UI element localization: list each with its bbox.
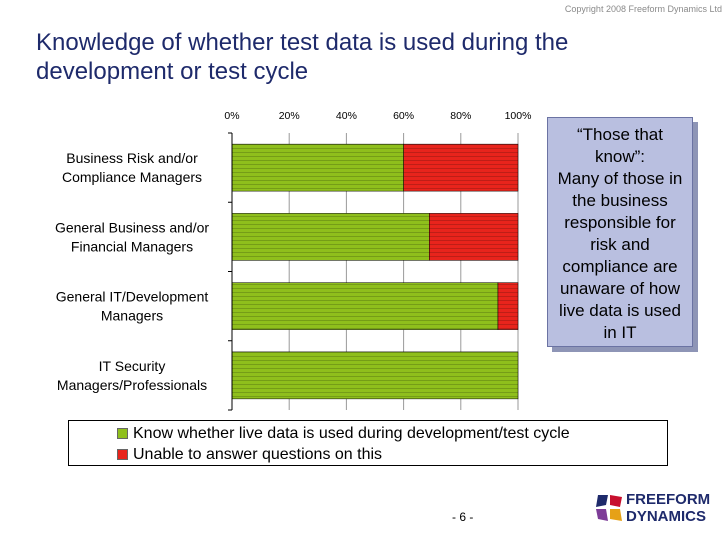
callout-quote: “Those that know”: bbox=[577, 125, 663, 166]
x-tick-label: 40% bbox=[336, 110, 357, 122]
chart-axes bbox=[228, 132, 233, 411]
chart-title: Knowledge of whether test data is used d… bbox=[36, 29, 569, 85]
page-number: - 6 - bbox=[452, 510, 474, 524]
legend-item-know: Know whether live data is used during de… bbox=[117, 424, 570, 444]
legend-label-know: Know whether live data is used during de… bbox=[133, 425, 570, 442]
bar-segment-texture bbox=[232, 351, 518, 399]
copyright-notice: Copyright 2008 Freeform Dynamics Ltd bbox=[564, 4, 722, 14]
category-label: IT Security Managers/Professionals bbox=[57, 358, 207, 393]
freeform-dynamics-logo: FREEFORM DYNAMICS bbox=[594, 491, 710, 527]
bar-segment-texture bbox=[232, 282, 498, 330]
x-tick-label: 80% bbox=[450, 110, 471, 122]
category-label: General IT/Development Managers bbox=[56, 289, 209, 324]
logo-mark-icon bbox=[596, 495, 622, 521]
legend-item-unable: Unable to answer questions on this bbox=[117, 445, 382, 465]
logo-text-line1: FREEFORM bbox=[626, 491, 711, 508]
legend-swatch-red bbox=[117, 449, 128, 460]
bar-segment-texture bbox=[429, 213, 518, 261]
x-tick-label: 60% bbox=[393, 110, 414, 122]
chart-legend: Know whether live data is used during de… bbox=[68, 420, 668, 466]
chart-labels: 0% 20% 40% 60% 80% 100% Business Risk and/or Co… bbox=[55, 110, 531, 393]
bar-segment-texture bbox=[403, 144, 518, 192]
legend-swatch-green bbox=[117, 428, 128, 439]
x-tick-label: 100% bbox=[505, 110, 532, 122]
legend-label-unable: Unable to answer questions on this bbox=[133, 446, 383, 463]
bar-segment-texture bbox=[232, 213, 430, 261]
category-label: General Business and/or Financial Manager… bbox=[55, 219, 209, 254]
bar-segment-texture bbox=[497, 282, 518, 330]
callout-box: “Those that know”: Many of those in the … bbox=[547, 117, 693, 347]
bar-segment-texture bbox=[232, 144, 404, 192]
logo-text-line2: DYNAMICS bbox=[626, 508, 707, 525]
chart-bars bbox=[231, 143, 519, 400]
callout-text: Many of those in the business responsibl… bbox=[557, 169, 683, 342]
x-tick-label: 0% bbox=[224, 110, 239, 122]
x-tick-label: 20% bbox=[279, 110, 300, 122]
category-label: Business Risk and/or Compliance Managers bbox=[62, 150, 202, 185]
